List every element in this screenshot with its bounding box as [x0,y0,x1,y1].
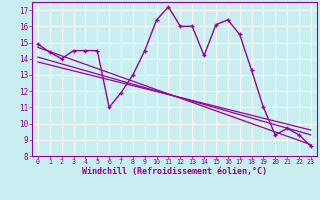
X-axis label: Windchill (Refroidissement éolien,°C): Windchill (Refroidissement éolien,°C) [82,167,267,176]
